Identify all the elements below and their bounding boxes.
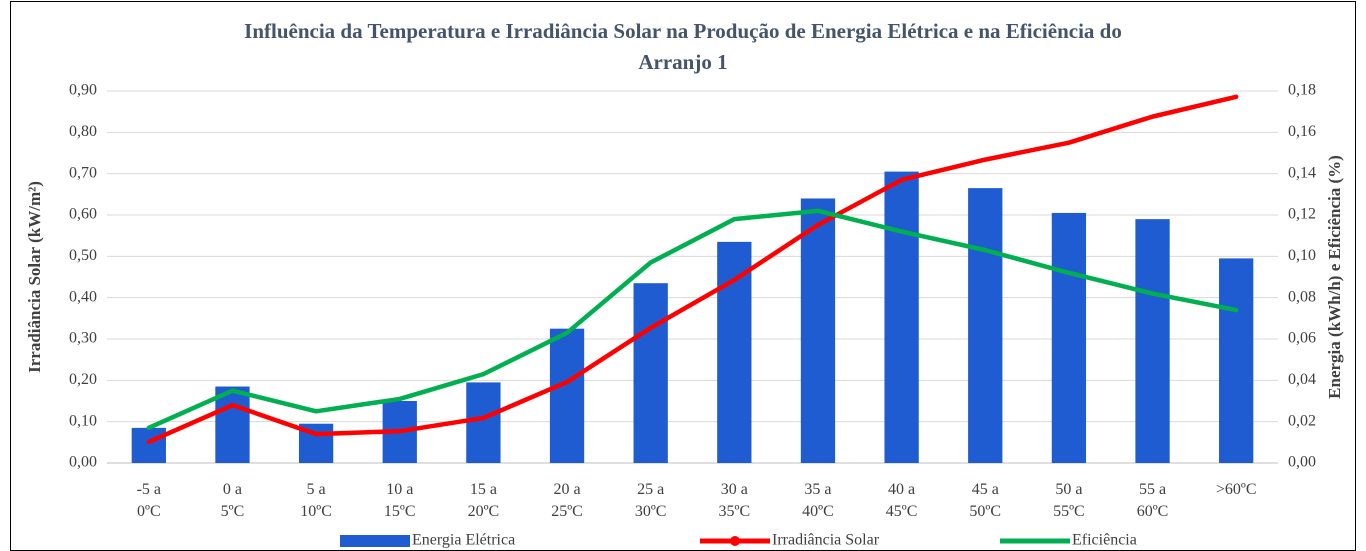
y2-tick-label: 0,00 bbox=[1288, 454, 1316, 471]
y-tick-label: 0,40 bbox=[69, 288, 97, 305]
bar bbox=[884, 171, 919, 463]
x-tick-label: 45 a 50ºC bbox=[969, 481, 1001, 520]
bar bbox=[131, 427, 166, 463]
y-tick-label: 0,50 bbox=[69, 247, 97, 264]
y-tick-label: 0,00 bbox=[69, 454, 97, 471]
x-tick-label: 25 a 30ºC bbox=[635, 481, 667, 520]
x-tick-label: 15 a 20ºC bbox=[468, 481, 500, 520]
line bbox=[146, 94, 1239, 445]
x-tick-label: 35 a 40ºC bbox=[802, 481, 834, 520]
y2-tick-label: 0,16 bbox=[1288, 123, 1316, 140]
x-tick-label: -5 a 0ºC bbox=[137, 481, 161, 520]
x-tick-label: 40 a 45ºC bbox=[886, 481, 918, 520]
bar bbox=[549, 328, 585, 463]
chart-title: Influência da Temperatura e Irradiância … bbox=[244, 19, 1122, 74]
y-tick-label: 0,30 bbox=[69, 330, 97, 347]
legend-swatch bbox=[340, 535, 410, 547]
y2-tick-label: 0,18 bbox=[1288, 82, 1316, 99]
y-tick-label: 0,90 bbox=[69, 82, 97, 99]
bar bbox=[1051, 212, 1087, 463]
y2-tick-label: 0,06 bbox=[1288, 330, 1316, 347]
y2-tick-label: 0,14 bbox=[1288, 164, 1316, 181]
y2-tick-label: 0,04 bbox=[1288, 371, 1316, 388]
x-tick-label: 10 a 15ºC bbox=[384, 481, 416, 520]
y2-tick-label: 0,02 bbox=[1288, 412, 1316, 429]
y-tick-label: 0,60 bbox=[69, 206, 97, 223]
legend-label: Irradiância Solar bbox=[772, 532, 880, 549]
y2-tick-label: 0,10 bbox=[1288, 247, 1316, 264]
bar bbox=[717, 241, 752, 463]
y-tick-label: 0,80 bbox=[69, 123, 97, 140]
bar bbox=[466, 382, 501, 463]
y2-tick-label: 0,12 bbox=[1288, 206, 1316, 223]
bar bbox=[1135, 219, 1170, 463]
y-tick-label: 0,70 bbox=[69, 164, 97, 181]
y-axis-label: Irradiância Solar (kW/m²) bbox=[25, 181, 44, 373]
bar bbox=[1219, 258, 1254, 463]
bar bbox=[633, 283, 668, 463]
x-tick-label: 5 a 10ºC bbox=[300, 481, 332, 520]
bar bbox=[800, 198, 836, 463]
x-tick-label: >60ºC bbox=[1216, 481, 1257, 498]
legend-label: Eficiência bbox=[1072, 532, 1137, 549]
x-tick-label: 55 a 60ºC bbox=[1137, 481, 1169, 520]
y2-tick-label: 0,08 bbox=[1288, 288, 1316, 305]
y-tick-label: 0,20 bbox=[69, 371, 97, 388]
legend-marker bbox=[730, 536, 740, 546]
bar bbox=[215, 386, 250, 463]
x-tick-label: 0 a 5ºC bbox=[221, 481, 245, 520]
bar bbox=[968, 188, 1003, 463]
x-tick-label: 50 a 55ºC bbox=[1053, 481, 1085, 520]
y2-axis-label: Energia (kWh/h) e Eficiência (%) bbox=[1325, 155, 1344, 399]
x-tick-label: 20 a 25ºC bbox=[551, 481, 583, 520]
x-tick-label: 30 a 35ºC bbox=[719, 481, 751, 520]
y-tick-label: 0,10 bbox=[69, 412, 97, 429]
legend-label: Energia Elétrica bbox=[412, 532, 515, 549]
line bbox=[146, 208, 1239, 431]
